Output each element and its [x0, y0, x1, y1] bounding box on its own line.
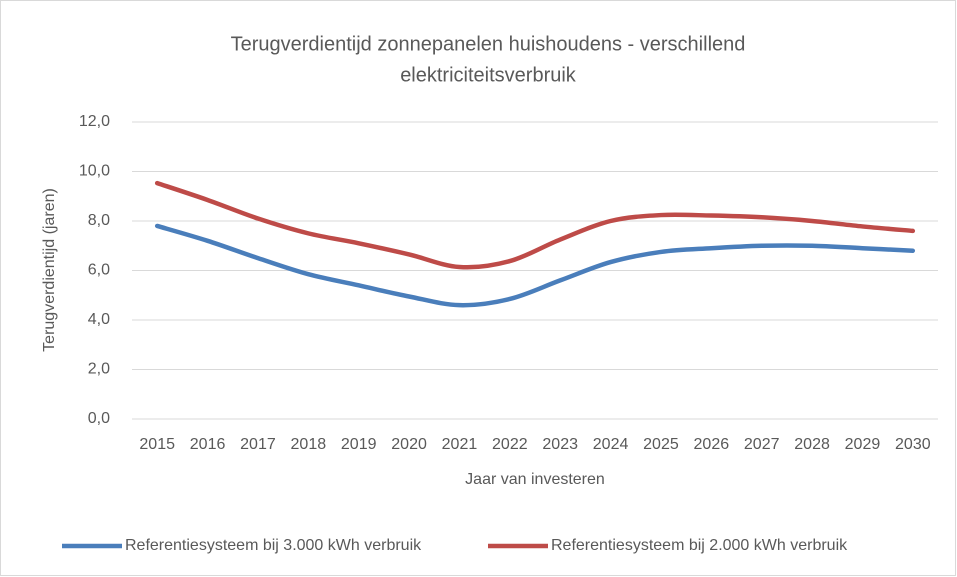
x-tick-label: 2028: [794, 436, 830, 453]
x-tick-label: 2020: [391, 436, 427, 453]
x-tick-label: 2027: [744, 436, 780, 453]
legend-label: Referentiesysteem bij 2.000 kWh verbruik: [551, 537, 848, 554]
series-line: [154, 180, 916, 270]
y-tick-label: 6,0: [88, 262, 110, 279]
chart-title: Terugverdientijd zonnepanelen huishouden…: [231, 33, 746, 55]
x-tick-label: 2023: [542, 436, 578, 453]
x-tick-label: 2029: [845, 436, 881, 453]
y-tick-label: 4,0: [88, 311, 110, 328]
x-tick-label: 2022: [492, 436, 528, 453]
y-tick-label: 0,0: [88, 410, 110, 427]
x-axis-title: Jaar van investeren: [465, 471, 605, 488]
x-tick-label: 2024: [593, 436, 629, 453]
x-tick-label: 2025: [643, 436, 679, 453]
y-tick-label: 10,0: [79, 163, 110, 180]
x-tick-label: 2021: [442, 436, 478, 453]
chart-title: elektriciteitsverbruik: [400, 64, 577, 86]
x-tick-label: 2030: [895, 436, 931, 453]
legend-label: Referentiesysteem bij 3.000 kWh verbruik: [125, 537, 422, 554]
x-tick-label: 2018: [291, 436, 327, 453]
x-tick-label: 2019: [341, 436, 377, 453]
series-line: [154, 223, 916, 308]
y-tick-label: 8,0: [88, 212, 110, 229]
x-tick-label: 2017: [240, 436, 276, 453]
y-axis-title: Terugverdientijd (jaren): [41, 188, 58, 352]
y-tick-label: 2,0: [88, 361, 110, 378]
y-tick-label: 12,0: [79, 113, 110, 130]
x-tick-label: 2015: [139, 436, 175, 453]
x-tick-label: 2026: [694, 436, 730, 453]
x-tick-label: 2016: [190, 436, 226, 453]
